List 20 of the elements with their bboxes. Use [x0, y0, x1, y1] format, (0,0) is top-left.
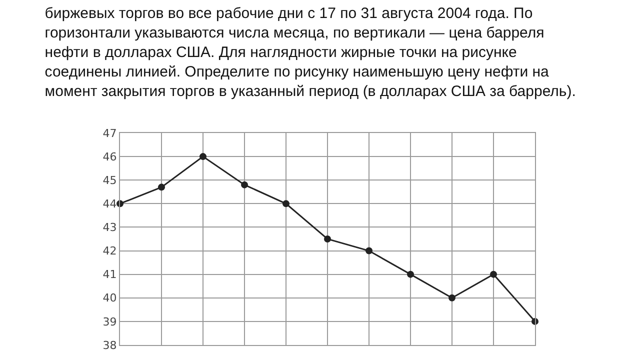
y-tick-label: 42	[102, 244, 117, 258]
y-tick-label: 41	[102, 268, 117, 282]
point	[282, 200, 290, 208]
point	[490, 270, 497, 278]
chart-title: биржевых торгов во все рабочие дни с 17 по 31 августа 2004 года. По горизонтали указываются числа месяца, по вертикали — цена барреля нефти в долларах США. Для наглядности жирные точки на рисунке соединены линией. Определите по рисунку наименьшую цену нефти на момент закрытия торгов в указанный период (в долларах США за баррель).	[44, 5, 576, 100]
point	[324, 236, 331, 242]
point	[200, 153, 206, 160]
y-tick-label: 40	[102, 292, 117, 305]
y-tick-label: 43	[102, 221, 117, 234]
y-tick-label: 45	[102, 174, 117, 187]
y-tick-label: 39	[102, 315, 117, 328]
y-tick-label: 44	[102, 198, 117, 211]
point	[158, 184, 165, 191]
point	[448, 294, 456, 302]
y-tick-label: 47	[102, 126, 117, 140]
y-tick-label: 46	[102, 150, 117, 164]
point	[407, 270, 414, 278]
point	[241, 181, 248, 188]
point	[366, 247, 372, 254]
y-tick-label: 38	[102, 338, 117, 352]
